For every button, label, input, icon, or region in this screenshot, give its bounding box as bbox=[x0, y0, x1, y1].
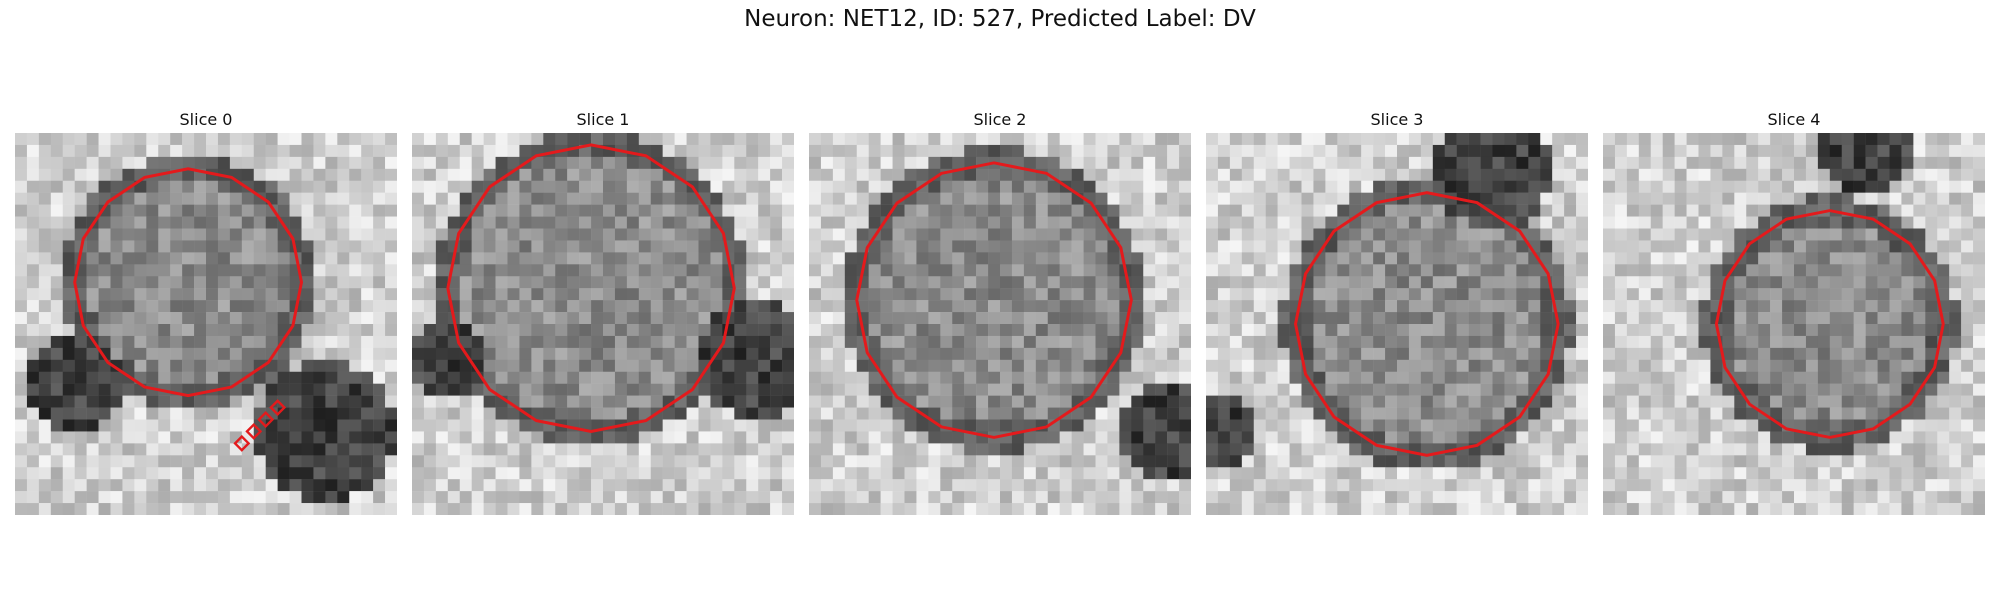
segmentation-contour bbox=[1294, 191, 1560, 457]
slice-image-1 bbox=[412, 133, 794, 515]
slice-title: Slice 1 bbox=[576, 110, 630, 129]
slice-image-0 bbox=[15, 133, 397, 515]
slice-panel-2: Slice 2 bbox=[809, 107, 1191, 515]
slice-image-3 bbox=[1206, 133, 1588, 515]
slice-image-2 bbox=[809, 133, 1191, 515]
segmentation-contour bbox=[1714, 209, 1945, 439]
slice-panel-0: Slice 0 bbox=[15, 107, 397, 515]
segmentation-contour bbox=[446, 143, 736, 433]
contour-marker bbox=[245, 422, 263, 440]
segmentation-contour bbox=[73, 167, 304, 398]
slice-title: Slice 2 bbox=[973, 110, 1027, 129]
slice-panel-1: Slice 1 bbox=[412, 107, 794, 515]
segmentation-contour bbox=[855, 161, 1133, 439]
contour-marker bbox=[233, 434, 251, 452]
slice-title: Slice 4 bbox=[1767, 110, 1821, 129]
slice-panel-3: Slice 3 bbox=[1206, 107, 1588, 515]
slice-image-4 bbox=[1603, 133, 1985, 515]
slice-title: Slice 0 bbox=[179, 110, 233, 129]
slice-title: Slice 3 bbox=[1370, 110, 1424, 129]
figure-title: Neuron: NET12, ID: 527, Predicted Label:… bbox=[744, 6, 1256, 32]
contour-marker bbox=[269, 399, 287, 417]
contour-marker bbox=[257, 411, 275, 428]
slice-panel-4: Slice 4 bbox=[1603, 107, 1985, 515]
